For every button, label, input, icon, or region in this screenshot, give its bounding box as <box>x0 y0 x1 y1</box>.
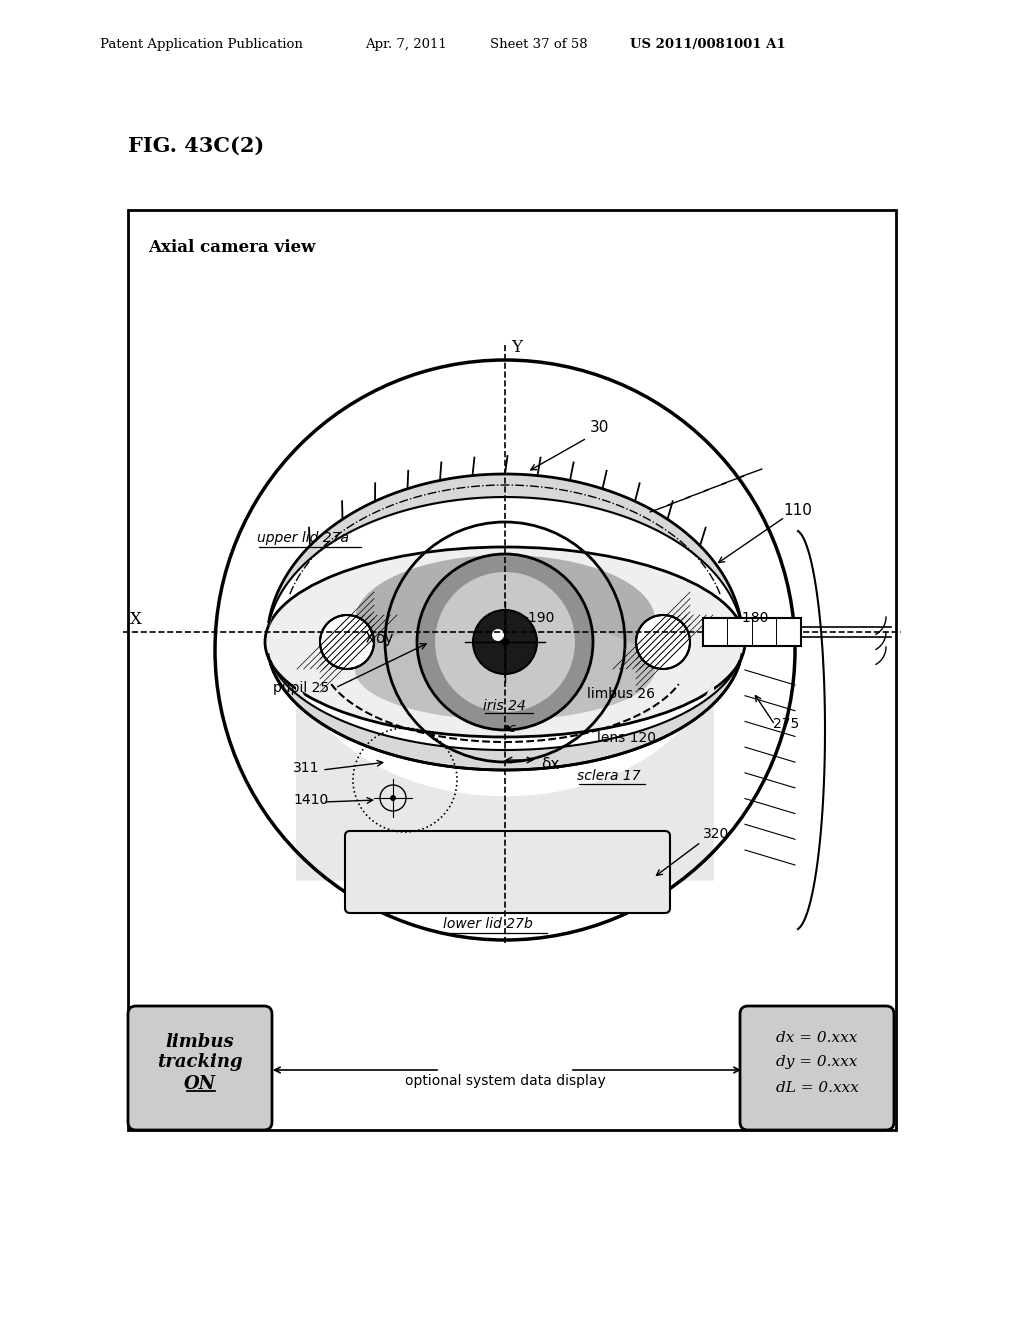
Circle shape <box>492 630 504 642</box>
Text: FIG. 43C(2): FIG. 43C(2) <box>128 136 264 156</box>
Text: upper lid 27a: upper lid 27a <box>257 531 349 545</box>
Text: Axial camera view: Axial camera view <box>148 239 315 256</box>
Circle shape <box>319 615 374 669</box>
Ellipse shape <box>355 620 655 719</box>
Circle shape <box>435 572 575 711</box>
Text: Apr. 7, 2011: Apr. 7, 2011 <box>365 38 446 51</box>
Text: 311: 311 <box>293 762 319 775</box>
Text: δy: δy <box>375 631 393 645</box>
Text: lower lid 27b: lower lid 27b <box>443 917 532 931</box>
Text: Patent Application Publication: Patent Application Publication <box>100 38 303 51</box>
Text: δx: δx <box>541 756 559 772</box>
Text: lens 120: lens 120 <box>597 731 656 744</box>
Text: -180-: -180- <box>737 611 773 624</box>
Text: ON: ON <box>184 1074 216 1093</box>
Circle shape <box>215 360 795 940</box>
Circle shape <box>417 554 593 730</box>
Circle shape <box>504 725 510 731</box>
Circle shape <box>390 795 396 801</box>
Text: 320: 320 <box>703 828 729 841</box>
Text: X: X <box>130 611 142 628</box>
Text: 110: 110 <box>783 503 812 517</box>
Text: iris 24: iris 24 <box>483 700 526 713</box>
Bar <box>128 210 896 1130</box>
Text: 30: 30 <box>590 420 609 436</box>
FancyBboxPatch shape <box>740 1006 894 1130</box>
Text: 275: 275 <box>773 717 800 731</box>
Text: c: c <box>508 722 515 735</box>
Circle shape <box>501 638 509 645</box>
Text: Y: Y <box>511 339 522 356</box>
FancyBboxPatch shape <box>128 1006 272 1130</box>
Circle shape <box>636 615 690 669</box>
Text: pupil 25: pupil 25 <box>273 681 329 696</box>
Text: optional system data display: optional system data display <box>404 1074 605 1088</box>
Text: Sheet 37 of 58: Sheet 37 of 58 <box>490 38 588 51</box>
Text: -190: -190 <box>523 611 554 624</box>
Text: dx = 0.xxx: dx = 0.xxx <box>776 1031 858 1045</box>
Text: sclera 17: sclera 17 <box>577 770 641 783</box>
Bar <box>703 618 801 645</box>
Text: limbus 26: limbus 26 <box>587 686 655 701</box>
Text: dy = 0.xxx: dy = 0.xxx <box>776 1055 858 1069</box>
FancyBboxPatch shape <box>345 832 670 913</box>
Text: 1410: 1410 <box>293 793 329 807</box>
Circle shape <box>473 610 537 675</box>
Ellipse shape <box>355 554 655 685</box>
Text: tracking: tracking <box>158 1053 243 1071</box>
Text: US 2011/0081001 A1: US 2011/0081001 A1 <box>630 38 785 51</box>
Polygon shape <box>297 680 714 880</box>
Text: limbus: limbus <box>166 1034 234 1051</box>
Text: dL = 0.xxx: dL = 0.xxx <box>775 1081 858 1096</box>
Ellipse shape <box>265 546 745 737</box>
